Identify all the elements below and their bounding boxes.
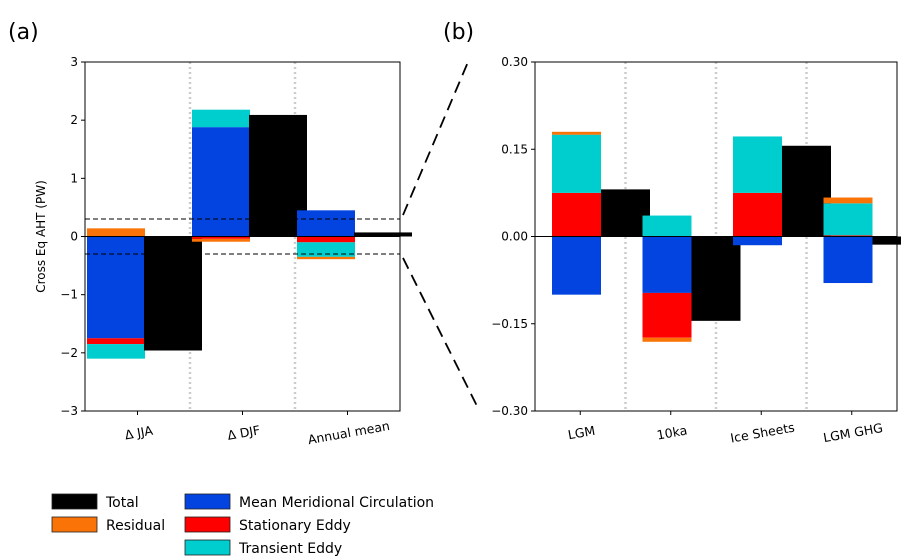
bar-transient-eddy-10ka [642,215,692,237]
legend-swatch [184,516,231,533]
panel-label-b: (b) [443,20,474,45]
bar-total-ice-sheets [782,145,831,237]
y-tick-label: 0.30 [501,55,528,69]
bar-mean-meridional-circulation-ice-sheets [733,236,782,246]
bar-total-lgm [601,189,650,237]
bar-stationary-eddy-ice-sheets [733,192,782,237]
y-axis-label: Cross Eq AHT (PW) [34,180,48,293]
y-tick-label: 1 [70,171,78,185]
y-tick-label: 2 [70,113,78,127]
bar-residual-annual-mean [297,256,355,260]
bar-transient-eddy-djf [192,109,250,128]
bar-mean-meridional-circulation-10ka [642,236,692,293]
legend-swatch [51,493,98,510]
bar-transient-eddy-lgm-ghg [823,203,873,236]
x-tick-label: 10ka [656,423,689,443]
bar-transient-eddy-lgm [552,134,601,193]
bar-total-annual-mean [354,232,412,237]
chart-a: 3 2 1 0 −1 −2 −3 Δ JJA Δ DJF Annual mean Cross Eq … [34,55,412,447]
bar-stationary-eddy-lgm [552,192,601,237]
legend-item-residual: Residual [51,516,165,534]
x-tick-label: Ice Sheets [729,420,795,446]
bar-residual-jja [87,228,145,237]
bar-transient-eddy-jja [87,344,145,359]
bar-stationary-eddy-djf [192,236,250,239]
legend-swatch [184,539,231,556]
y-tick-label: 0.15 [501,142,528,156]
x-tick-label: Annual mean [307,418,391,447]
y-tick-label: 0 [70,230,78,244]
legend-swatch [51,516,98,533]
bar-stationary-eddy-lgm-ghg [823,235,873,237]
bar-stationary-eddy-annual-mean [297,236,355,243]
legend-item-stationary-eddy: Stationary Eddy [184,516,351,534]
x-tick-label: LGM GHG [822,420,884,445]
legend-item-transient-eddy: Transient Eddy [184,539,342,557]
legend-item-total: Total [51,493,139,511]
legend-label: Mean Meridional Circulation [239,495,434,511]
bar-residual-lgm [552,131,601,135]
legend-label: Transient Eddy [238,541,342,557]
bar-mean-meridional-circulation-annual-mean [297,210,355,237]
bar-residual-lgm-ghg [823,197,873,204]
y-tick-label: −0.15 [491,317,528,331]
bar-stationary-eddy-jja [87,338,145,345]
y-tick-label: −2 [60,346,78,360]
zoom-line-top [402,61,469,216]
bar-mean-meridional-circulation-lgm [552,236,601,295]
zoom-connector-lines [402,61,479,409]
bar-mean-meridional-circulation-djf [192,127,250,237]
legend-swatch [184,493,231,510]
y-tick-label: 3 [70,55,78,69]
bar-residual-djf [192,238,250,242]
y-tick-label: 0.00 [501,230,528,244]
legend-item-mean-meridional-circulation: Mean Meridional Circulation [184,493,434,511]
panel-label-a: (a) [8,20,39,45]
x-tick-label: Δ JJA [124,423,155,443]
y-tick-label: −0.30 [491,404,528,418]
legend-label: Stationary Eddy [239,518,351,534]
bar-residual-10ka [642,337,692,342]
bar-mean-meridional-circulation-lgm-ghg [823,236,873,284]
bar-total-lgm-ghg [872,236,901,245]
bar-total-10ka [691,236,741,321]
zoom-line-bottom [402,257,479,409]
chart-b: 0.30 0.15 0.00 −0.15 −0.30 LGM 10ka Ice Sheets L… [491,55,901,446]
x-tick-label: Δ DJF [226,422,261,443]
y-tick-label: −3 [60,404,78,418]
bar-transient-eddy-annual-mean [297,242,355,257]
x-tick-label: LGM [567,423,597,443]
legend-label: Total [105,495,139,511]
legend-label: Residual [106,518,165,534]
bar-mean-meridional-circulation-jja [87,236,145,339]
bar-total-jja [144,236,202,351]
bar-transient-eddy-ice-sheets [733,136,782,193]
bar-stationary-eddy-10ka [642,292,692,338]
y-tick-label: −1 [60,288,78,302]
legend: Total Residual Mean Meridional Circulation… [51,493,434,557]
